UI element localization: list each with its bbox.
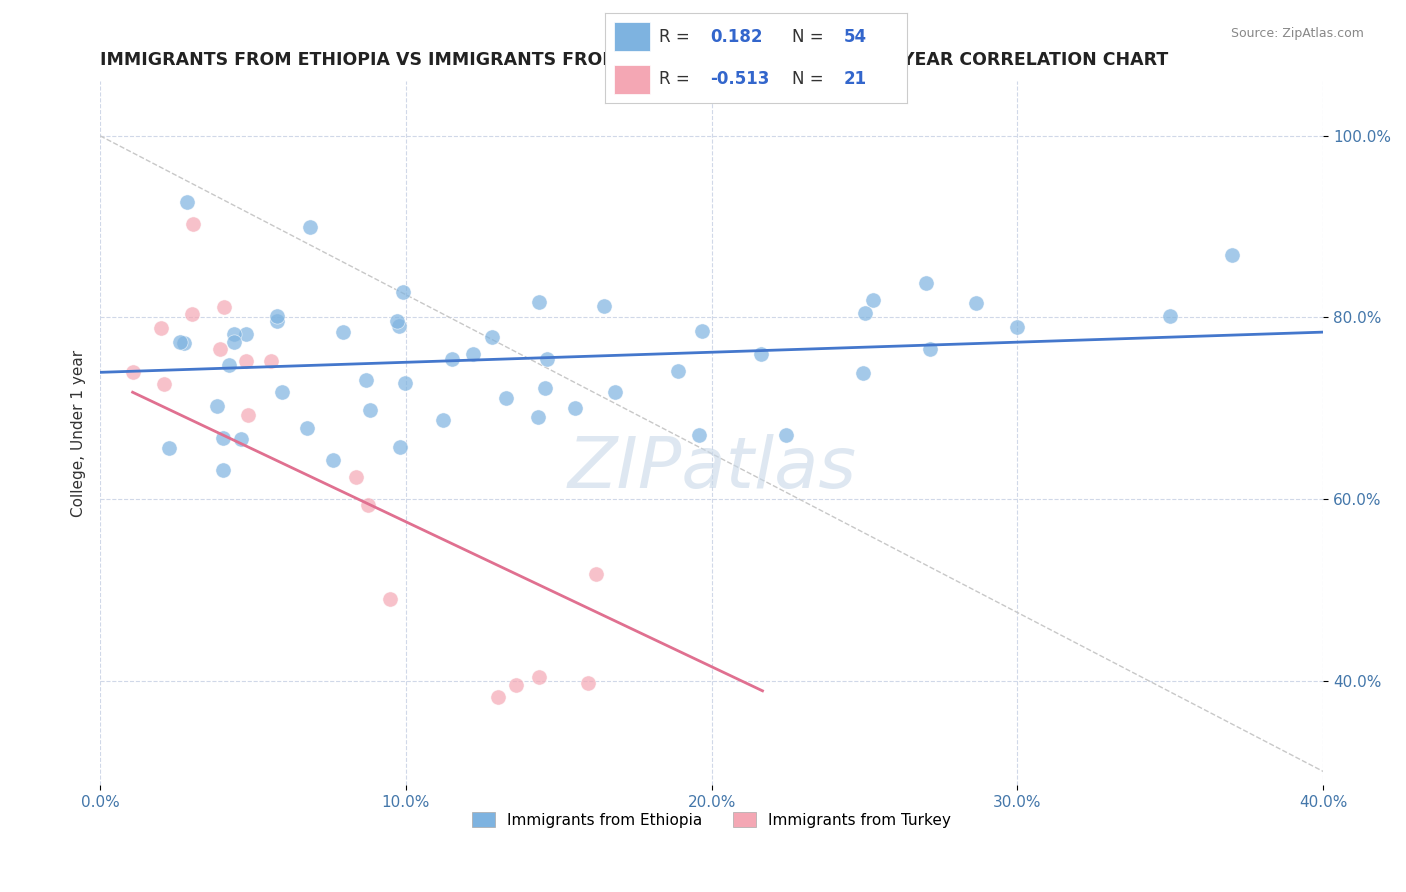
Point (463, 347, 485, 361)
Point (176, 194, 198, 209)
Point (748, 810, 770, 824)
Text: IMMIGRANTS FROM ETHIOPIA VS IMMIGRANTS FROM TURKEY COLLEGE, UNDER 1 YEAR CORRELA: IMMIGRANTS FROM ETHIOPIA VS IMMIGRANTS F… (100, 51, 1168, 69)
Point (564, 401, 586, 415)
Point (271, 384, 294, 399)
Point (224, 334, 246, 349)
Point (152, 376, 174, 391)
Point (481, 330, 503, 344)
Point (529, 670, 551, 684)
Point (260, 354, 283, 368)
Point (344, 470, 367, 484)
Point (1007, 320, 1029, 334)
Point (388, 319, 411, 334)
Point (751, 810, 773, 824)
Point (1403, 303, 1406, 318)
Point (576, 676, 599, 690)
Point (208, 342, 231, 356)
Point (749, 347, 772, 361)
Point (212, 432, 235, 446)
Point (235, 354, 257, 368)
Point (222, 327, 245, 342)
Point (688, 428, 710, 442)
Point (332, 325, 354, 339)
Point (359, 402, 381, 417)
FancyBboxPatch shape (613, 65, 650, 94)
Point (212, 463, 235, 477)
Point (295, 421, 318, 435)
Point (529, 294, 551, 309)
Point (853, 305, 876, 319)
Point (159, 441, 181, 455)
Point (862, 293, 884, 307)
Text: N =: N = (792, 28, 830, 45)
Text: N =: N = (792, 70, 830, 88)
Point (852, 366, 875, 380)
Point (918, 342, 941, 356)
Point (229, 432, 252, 446)
Point (1220, 248, 1243, 262)
Point (169, 335, 191, 350)
Point (385, 314, 408, 328)
Point (173, 336, 195, 351)
Point (205, 399, 228, 413)
FancyBboxPatch shape (613, 22, 650, 51)
Y-axis label: College, Under 1 year: College, Under 1 year (72, 350, 86, 516)
Point (1159, 309, 1181, 323)
Legend: Immigrants from Ethiopia, Immigrants from Turkey: Immigrants from Ethiopia, Immigrants fro… (467, 805, 957, 834)
Text: -0.513: -0.513 (710, 70, 769, 88)
Point (965, 295, 987, 310)
Point (603, 384, 626, 399)
Point (150, 321, 173, 335)
Point (441, 352, 464, 367)
Point (652, 797, 675, 811)
Point (212, 301, 235, 315)
Point (592, 299, 614, 313)
Point (266, 310, 288, 324)
Point (380, 591, 402, 606)
Point (536, 351, 558, 366)
Point (394, 376, 416, 391)
Point (180, 307, 202, 321)
Point (121, 365, 143, 379)
Text: 21: 21 (844, 70, 866, 88)
Point (235, 326, 257, 341)
Text: R =: R = (659, 28, 695, 45)
Point (585, 567, 607, 582)
Point (495, 391, 517, 405)
Text: R =: R = (659, 70, 695, 88)
Point (666, 364, 689, 378)
Point (486, 690, 509, 704)
Point (322, 452, 344, 467)
Point (218, 358, 240, 372)
Point (534, 381, 557, 395)
Text: 54: 54 (844, 28, 866, 45)
Point (266, 314, 288, 328)
Text: Source: ZipAtlas.com: Source: ZipAtlas.com (1230, 27, 1364, 40)
Point (527, 409, 550, 424)
Point (354, 373, 377, 387)
Point (690, 324, 713, 338)
Point (183, 218, 205, 232)
Point (914, 276, 936, 290)
Text: 0.182: 0.182 (710, 28, 763, 45)
Point (391, 285, 413, 300)
Point (299, 220, 322, 235)
Point (432, 413, 454, 427)
Point (505, 678, 527, 692)
Point (775, 428, 797, 442)
Point (389, 441, 412, 455)
Point (356, 499, 378, 513)
Point (238, 408, 260, 422)
Text: ZIPatlas: ZIPatlas (567, 434, 856, 503)
